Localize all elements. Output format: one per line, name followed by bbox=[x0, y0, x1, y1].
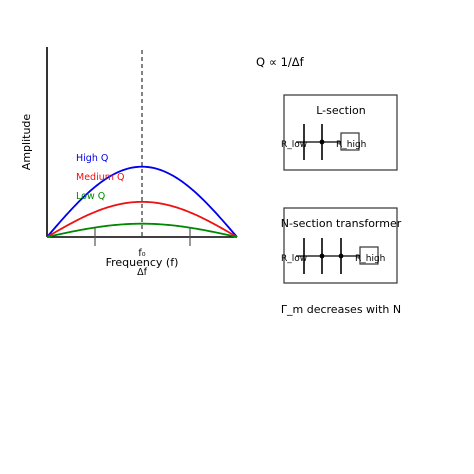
low-q-curve bbox=[46, 222, 238, 238]
n-section-node-2 bbox=[338, 253, 344, 259]
medium-q-label: Medium Q bbox=[76, 172, 124, 183]
low-q-label: Low Q bbox=[76, 191, 105, 202]
n-section-right-label: R_high bbox=[355, 254, 385, 264]
reflection-caption: Γ_m decreases with N bbox=[281, 303, 401, 316]
n-section-load bbox=[359, 246, 379, 265]
l-section-title: L-section bbox=[316, 104, 366, 117]
l-section-node bbox=[319, 139, 325, 145]
l-section-panel: L-section R_low R_high bbox=[281, 94, 398, 171]
medium-q-curve bbox=[46, 200, 238, 238]
l-section-box bbox=[283, 94, 398, 171]
y-axis-label: Amplitude bbox=[20, 114, 33, 171]
n-section-box bbox=[283, 207, 398, 284]
x-axis-label: Frequency (f) bbox=[106, 256, 179, 269]
l-section-left-label: R_low bbox=[281, 140, 307, 150]
response-plot: Amplitude High Q Medium Q Low Q f₀ Frequ… bbox=[20, 47, 238, 278]
n-section-panel: N-section transformer R_low R_high bbox=[281, 207, 402, 284]
n-section-title: N-section transformer bbox=[281, 217, 402, 230]
q-bandwidth-formula: Q ∝ 1/Δf bbox=[256, 55, 305, 69]
n-section-left-label: R_low bbox=[281, 254, 307, 264]
high-q-label: High Q bbox=[76, 153, 108, 164]
center-frequency-label: f₀ bbox=[138, 248, 145, 259]
l-section-load bbox=[340, 132, 360, 151]
l-section-right-label: R_high bbox=[336, 140, 366, 150]
bandwidth-label: Δf bbox=[137, 267, 147, 278]
n-section-node-1 bbox=[319, 253, 325, 259]
high-q-curve bbox=[46, 165, 238, 238]
